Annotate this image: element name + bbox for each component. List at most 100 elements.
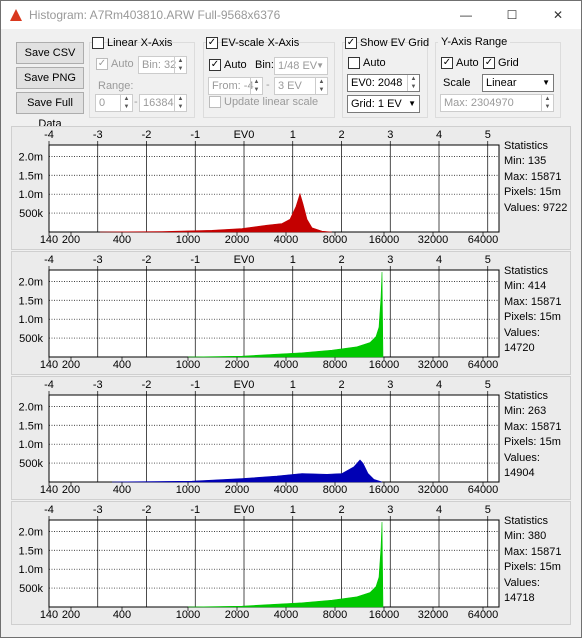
- stats-max: Max: 15871: [504, 420, 562, 433]
- histogram-panel-green: 2.0m 1.5m 1.0m 500k -4 -3 -2 -1 EV0 1 2 3 4 5 140 200 40…: [11, 251, 571, 375]
- ev-tick-label: 1: [290, 379, 296, 391]
- linear-auto-checkbox[interactable]: ✓: [96, 58, 108, 70]
- ev-auto-checkbox[interactable]: ✓: [209, 59, 221, 71]
- stats-max: Max: 15871: [504, 545, 562, 558]
- y-tick-label: 2.0m: [19, 276, 43, 288]
- linear-x-axis-label: Linear X-Axis: [107, 37, 173, 49]
- ev0-spinner[interactable]: ▲ ▼: [407, 75, 419, 91]
- close-button[interactable]: ✕: [552, 8, 564, 22]
- ev-tick-label: -1: [190, 129, 200, 141]
- ev-tick-label: -2: [142, 379, 152, 391]
- update-linear-scale-label: Update linear scale: [224, 96, 319, 108]
- ev-bin-select[interactable]: 1/48 EV ▼: [274, 57, 328, 75]
- linear-tick-label: 2000: [225, 609, 249, 621]
- ev-tick-label: 2: [338, 129, 344, 141]
- y-max-spinner[interactable]: ▲ ▼: [541, 95, 553, 111]
- ev-tick-label: -2: [142, 129, 152, 141]
- histogram-panel-red: 2.0m 1.5m 1.0m 500k -4 -3 -2 -1 EV0 1 2 3 4 5 140 200 40…: [11, 126, 571, 250]
- save-png-button[interactable]: Save PNG: [16, 67, 84, 89]
- ev-tick-label: 5: [485, 379, 491, 391]
- linear-tick-label: 16000: [369, 609, 400, 621]
- linear-bin-field[interactable]: Bin: 32 ▲ ▼: [138, 56, 187, 74]
- linear-tick-label: 2000: [225, 234, 249, 246]
- ev-from-field[interactable]: From: -4 ▲ ▼: [208, 77, 263, 95]
- stats-min: Min: 380: [504, 530, 547, 543]
- save-full-data-button[interactable]: Save Full Data: [16, 92, 84, 130]
- minimize-button[interactable]: —: [460, 8, 472, 22]
- stats-values: Values: 14718: [504, 576, 540, 605]
- ev-tick-label: -4: [44, 379, 54, 391]
- linear-auto-label: Auto: [111, 58, 134, 70]
- linear-tick-label: 1000: [176, 359, 200, 371]
- ev-to-value: 3 EV: [278, 80, 302, 92]
- ev-scale-checkbox[interactable]: ✓: [206, 37, 218, 49]
- range-label: Range:: [98, 80, 134, 92]
- stats-values: Values: 14720: [504, 326, 540, 355]
- save-csv-button[interactable]: Save CSV: [16, 42, 84, 64]
- ev-grid-auto-checkbox[interactable]: [348, 57, 360, 69]
- range-dash: -: [134, 96, 138, 108]
- linear-tick-label: 4000: [274, 484, 298, 496]
- grid-select[interactable]: Grid: 1 EV ▼: [347, 95, 420, 113]
- linear-tick-label: 200: [62, 359, 80, 371]
- linear-tick-label: 32000: [418, 609, 449, 621]
- linear-tick-label: 64000: [468, 609, 499, 621]
- stats-pixels: Pixels: 15m: [504, 436, 561, 449]
- y-max-field[interactable]: Max: 2304970 ▲ ▼: [440, 94, 554, 112]
- range-to-field[interactable]: 16384 ▲ ▼: [139, 94, 187, 112]
- linear-tick-label: 64000: [468, 359, 499, 371]
- scale-label: Scale: [443, 77, 471, 89]
- y-tick-label: 1.0m: [19, 189, 43, 201]
- y-max-value: Max: 2304970: [444, 97, 514, 109]
- ev-tick-label: 5: [485, 504, 491, 516]
- blue-histogram-plot: 2.0m 1.5m 1.0m 500k -4 -3 -2 -1 EV0 1 2 3 4 5 140 200 40…: [19, 379, 500, 496]
- linear-tick-label: 1000: [176, 234, 200, 246]
- linear-tick-label: 8000: [323, 234, 347, 246]
- range-to-spinner[interactable]: ▲ ▼: [174, 95, 186, 111]
- app-logo-icon: [10, 9, 22, 21]
- show-ev-grid-checkbox[interactable]: ✓: [345, 37, 357, 49]
- green-histogram-curve: [187, 521, 384, 608]
- ev-tick-label: -4: [44, 254, 54, 266]
- maximize-button[interactable]: ☐: [506, 8, 518, 22]
- range-from-spinner[interactable]: ▲ ▼: [120, 95, 132, 111]
- range-from-field[interactable]: 0 ▲ ▼: [95, 94, 133, 112]
- stats-min: Min: 414: [504, 280, 547, 293]
- ev-auto-label: Auto: [224, 59, 247, 71]
- y-tick-label: 500k: [19, 583, 43, 595]
- update-linear-scale-checkbox[interactable]: [209, 96, 221, 108]
- scale-value: Linear: [486, 77, 517, 89]
- stats-pixels: Pixels: 15m: [504, 186, 561, 199]
- linear-tick-label: 1000: [176, 484, 200, 496]
- ev-tick-label: -4: [44, 129, 54, 141]
- y-auto-checkbox[interactable]: ✓: [441, 57, 453, 69]
- y-grid-label: Grid: [498, 57, 519, 69]
- linear-x-axis-checkbox[interactable]: [92, 37, 104, 49]
- ev-tick-label: -1: [190, 254, 200, 266]
- ev-tick-label: 2: [338, 379, 344, 391]
- green-histogram-curve: [187, 271, 384, 358]
- ev-from-spinner[interactable]: ▲ ▼: [250, 78, 262, 94]
- y-tick-label: 1.5m: [19, 420, 43, 432]
- ev-tick-label: 4: [436, 129, 442, 141]
- title-bar[interactable]: Histogram: A7Rm403810.ARW Full-9568x6376…: [1, 1, 581, 29]
- ev-grid-auto-label: Auto: [363, 57, 386, 69]
- y-tick-label: 1.5m: [19, 545, 43, 557]
- y-grid-checkbox[interactable]: ✓: [483, 57, 495, 69]
- stats-pixels: Pixels: 15m: [504, 561, 561, 574]
- linear-tick-label: 2000: [225, 484, 249, 496]
- linear-bin-spinner[interactable]: ▲ ▼: [174, 57, 186, 73]
- ev-to-field[interactable]: 3 EV ▲ ▼: [274, 77, 328, 95]
- range-to-value: 16384: [143, 97, 174, 109]
- y-tick-label: 500k: [19, 208, 43, 220]
- ev-to-spinner[interactable]: ▲ ▼: [315, 78, 327, 94]
- y-tick-label: 2.0m: [19, 151, 43, 163]
- linear-tick-label: 2000: [225, 359, 249, 371]
- linear-tick-label: 400: [113, 484, 131, 496]
- ev-tick-label: 4: [436, 379, 442, 391]
- linear-tick-label: 4000: [274, 609, 298, 621]
- y-tick-label: 1.5m: [19, 295, 43, 307]
- ev-tick-label: 1: [290, 254, 296, 266]
- ev0-field[interactable]: EV0: 2048 ▲ ▼: [347, 74, 420, 92]
- scale-select[interactable]: Linear ▼: [482, 74, 554, 92]
